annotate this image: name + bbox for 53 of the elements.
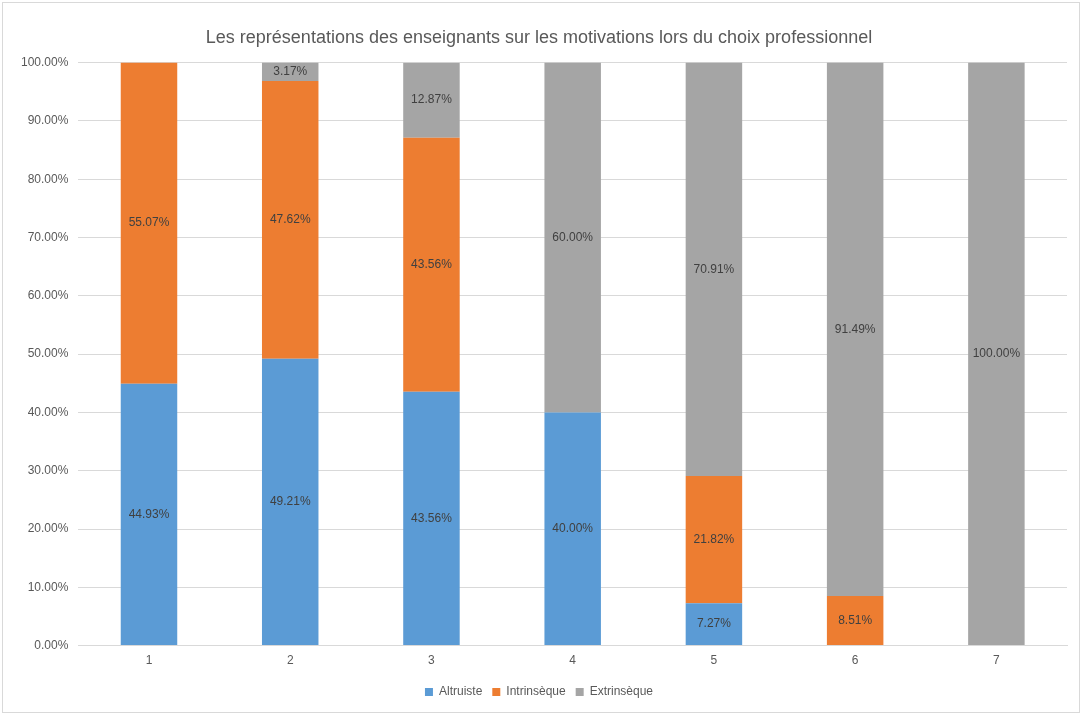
bar: [968, 62, 1025, 646]
data-label: 47.62%: [269, 212, 311, 227]
legend-label: Intrinsèque: [506, 684, 566, 699]
bar: [403, 137, 460, 392]
y-tick-label: 100.00%: [21, 54, 69, 69]
bar: [544, 412, 601, 646]
data-label: 60.00%: [552, 229, 594, 244]
data-label: 70.91%: [693, 261, 735, 276]
y-tick-label: 40.00%: [27, 404, 69, 419]
bar: [685, 476, 743, 604]
data-label: 49.21%: [269, 494, 311, 509]
data-label: 44.93%: [128, 506, 170, 521]
y-tick-label: 0.00%: [34, 637, 69, 652]
bar: [120, 62, 178, 384]
y-tick-label: 80.00%: [27, 171, 69, 186]
legend-label: Extrinsèque: [589, 684, 654, 699]
bar: [261, 81, 319, 359]
data-label: 91.49%: [834, 321, 876, 336]
x-tick-label: 2: [286, 653, 294, 668]
chart-title: Les représentations des enseignants sur les motivations lors du choix professionnel: [205, 26, 873, 47]
data-label: 43.56%: [411, 256, 453, 271]
x-tick-label: 1: [145, 653, 153, 668]
data-label: 21.82%: [693, 531, 735, 546]
bar: [826, 62, 884, 596]
x-tick-label: 4: [569, 653, 577, 668]
y-tick-label: 90.00%: [27, 113, 69, 128]
data-label: 55.07%: [128, 215, 170, 230]
data-label: 40.00%: [552, 521, 594, 536]
legend-label: Altruiste: [438, 684, 483, 699]
data-label: 43.56%: [411, 510, 453, 525]
x-tick-label: 7: [993, 653, 1001, 668]
bar: [685, 603, 743, 646]
y-tick-label: 20.00%: [27, 521, 69, 536]
data-label: 100.00%: [972, 346, 1021, 361]
bar: [403, 391, 460, 646]
x-tick-label: 6: [851, 653, 859, 668]
data-label: 7.27%: [696, 616, 732, 631]
bar: [261, 358, 319, 646]
x-tick-label: 5: [710, 653, 718, 668]
x-tick-label: 3: [428, 653, 436, 668]
y-tick-label: 60.00%: [27, 288, 69, 303]
y-tick-label: 10.00%: [27, 579, 69, 594]
data-label: 8.51%: [838, 612, 873, 627]
y-tick-label: 50.00%: [27, 346, 69, 361]
data-label: 3.17%: [273, 64, 308, 79]
bar: [826, 595, 884, 646]
y-tick-label: 30.00%: [27, 463, 69, 478]
data-label: 12.87%: [411, 92, 453, 107]
bar: [120, 383, 178, 646]
bar: [685, 62, 743, 477]
bar: [544, 62, 601, 413]
y-tick-label: 70.00%: [27, 229, 69, 244]
bar: [403, 62, 460, 138]
